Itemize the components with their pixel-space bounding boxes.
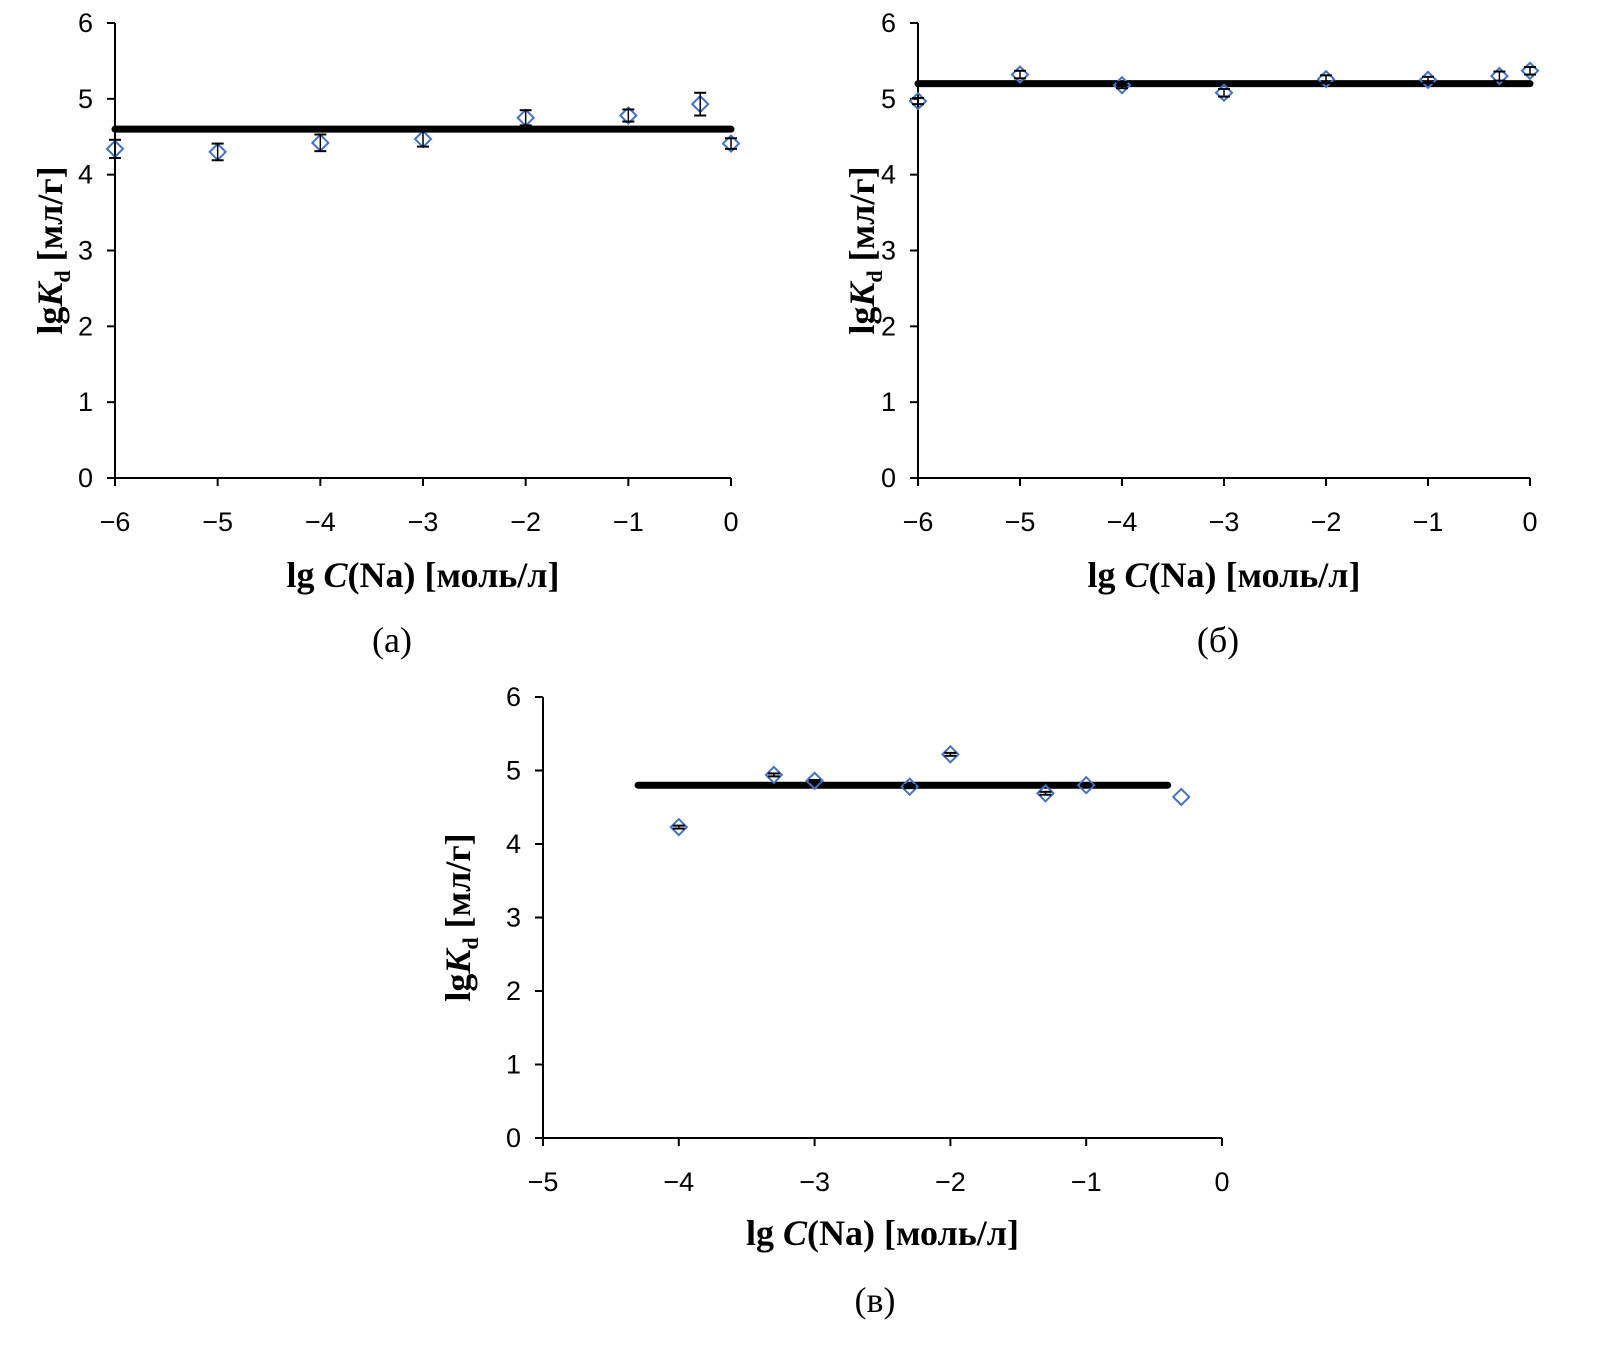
y-tick-label: 6	[78, 8, 93, 38]
y-tick-label: 0	[506, 1123, 521, 1153]
x-label-var: C	[1125, 555, 1150, 595]
x-label-prefix: lg	[1088, 555, 1125, 595]
y-tick-label: 5	[78, 84, 93, 114]
data-point	[1316, 69, 1336, 89]
x-label-suffix: (Na) [моль/л]	[1149, 555, 1361, 595]
y-tick-label: 3	[506, 903, 521, 933]
chart-panel-2: 0 1 2 3 4 5 6 −5 −4 −3 −2 −1 0 lg C(Na) [моль/л] lgKd …	[438, 682, 1230, 1320]
x-tick-label: −4	[1107, 507, 1138, 537]
x-label-var: C	[324, 555, 349, 595]
data-point	[721, 134, 741, 153]
data-point	[900, 777, 920, 797]
data-point	[1214, 83, 1234, 103]
y-label-var: K	[438, 947, 478, 975]
data-point	[1489, 66, 1509, 86]
y-label-var: K	[30, 280, 70, 308]
y-tick-label: 4	[506, 829, 521, 859]
y-tick-label: 4	[881, 160, 896, 190]
data-point	[940, 744, 960, 764]
x-axis-label: lg C(Na) [моль/л]	[287, 555, 560, 595]
x-tick-label: −4	[305, 507, 336, 537]
x-tick-label: 0	[1214, 1167, 1229, 1197]
data-point	[1171, 787, 1191, 807]
panel-caption: (а)	[372, 620, 412, 660]
panel-caption: (б)	[1197, 620, 1239, 660]
y-label-suffix: [мл/г]	[438, 833, 478, 937]
y-tick-label: 2	[506, 976, 521, 1006]
x-tick-label: 0	[1522, 507, 1537, 537]
y-axis-label: lgKd [мл/г]	[438, 833, 483, 1001]
y-tick-label: 6	[881, 8, 896, 38]
x-tick-label: −1	[613, 507, 644, 537]
y-label-var: K	[842, 280, 882, 308]
y-tick-label: 3	[881, 236, 896, 266]
x-label-var: C	[783, 1213, 808, 1253]
x-tick-label: −2	[1311, 507, 1342, 537]
x-tick-label: −5	[202, 507, 233, 537]
data-point	[1036, 783, 1055, 803]
panel-caption: (в)	[855, 1280, 896, 1320]
y-label-sub: d	[862, 270, 887, 282]
data-point	[764, 765, 784, 785]
x-tick-label: 0	[723, 507, 738, 537]
y-tick-label: 1	[78, 387, 93, 417]
x-tick-label: −5	[1005, 507, 1036, 537]
y-label-prefix: lg	[438, 974, 478, 1002]
data-point	[1076, 775, 1096, 795]
x-label-suffix: (Na) [моль/л]	[807, 1213, 1019, 1253]
y-label-sub: d	[458, 937, 483, 949]
y-tick-label: 5	[881, 84, 896, 114]
data-point	[669, 817, 689, 837]
x-label-prefix: lg	[287, 555, 324, 595]
data-point	[618, 106, 638, 125]
x-tick-label: −5	[528, 1167, 559, 1197]
x-tick-label: −1	[1413, 507, 1444, 537]
y-tick-label: 2	[881, 311, 896, 341]
y-label-prefix: lg	[842, 307, 882, 335]
y-label-suffix: [мл/г]	[842, 166, 882, 270]
data-point	[805, 771, 825, 791]
y-tick-label: 1	[506, 1050, 521, 1080]
y-axis-label: lgKd [мл/г]	[30, 166, 75, 334]
y-label-suffix: [мл/г]	[30, 166, 70, 270]
data-point	[1520, 61, 1540, 81]
x-axis-label: lg C(Na) [моль/л]	[1088, 555, 1361, 595]
x-tick-label: −2	[510, 507, 541, 537]
x-tick-label: −4	[663, 1167, 694, 1197]
y-tick-label: 0	[78, 463, 93, 493]
y-tick-label: 0	[881, 463, 896, 493]
x-tick-label: −1	[1071, 1167, 1102, 1197]
y-label-prefix: lg	[30, 307, 70, 335]
x-axis-label: lg C(Na) [моль/л]	[746, 1213, 1019, 1253]
x-tick-label: −3	[1209, 507, 1240, 537]
x-tick-label: −3	[799, 1167, 830, 1197]
data-point	[1010, 65, 1030, 84]
y-tick-label: 2	[78, 311, 93, 341]
x-label-prefix: lg	[746, 1213, 783, 1253]
x-tick-label: −2	[935, 1167, 966, 1197]
x-tick-label: −6	[903, 507, 934, 537]
y-tick-label: 1	[881, 387, 896, 417]
x-label-suffix: (Na) [моль/л]	[348, 555, 560, 595]
x-tick-label: −3	[408, 507, 439, 537]
y-axis-label: lgKd [мл/г]	[842, 166, 887, 334]
y-label-sub: d	[50, 270, 75, 282]
y-tick-label: 6	[506, 682, 521, 712]
y-tick-label: 5	[506, 756, 521, 786]
x-tick-label: −6	[100, 507, 131, 537]
y-tick-label: 3	[78, 236, 93, 266]
y-tick-label: 4	[78, 160, 93, 190]
